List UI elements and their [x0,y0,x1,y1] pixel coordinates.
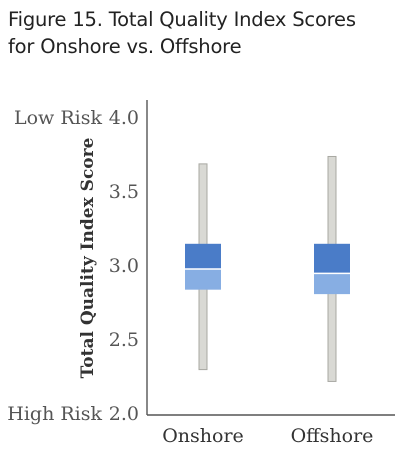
chart-title-line-1: Figure 15. Total Quality Index Scores [8,8,356,31]
category-label: Onshore [162,425,244,447]
low-risk-label: Low Risk [14,107,102,129]
category-labels: Onshore Offshore [162,425,373,447]
axes [146,100,395,416]
upper-box-offshore [314,243,350,274]
y-axis-label: Total Quality Index Score [78,137,98,378]
chart-title: Figure 15. Total Quality Index Scores fo… [8,6,356,60]
chart-title-line-2: for Onshore vs. Offshore [8,35,242,58]
y-tick-label: 3.5 [109,181,139,203]
y-tick-label: 2.5 [109,329,139,351]
y-tick-labels: 2.0 2.5 3.0 3.5 4.0 [109,107,139,425]
lower-box-offshore [314,273,350,295]
y-tick-label: 2.0 [109,403,139,425]
high-risk-label: High Risk [7,403,102,425]
y-tick-label: 4.0 [109,107,139,129]
lower-box-onshore [185,268,221,290]
boxes [185,155,350,382]
upper-box-onshore [185,243,221,269]
category-label: Offshore [291,425,374,447]
y-tick-label: 3.0 [109,255,139,277]
